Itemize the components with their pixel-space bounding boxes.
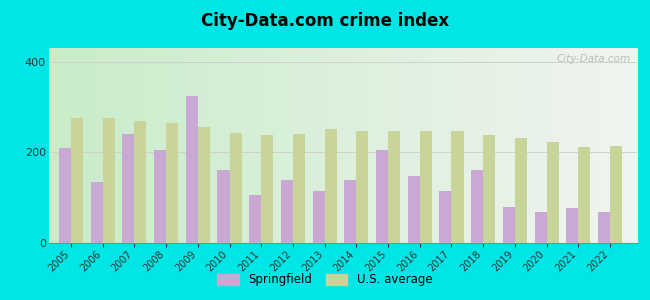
Bar [313, 191, 324, 243]
Text: City-Data.com: City-Data.com [557, 54, 631, 64]
Bar [503, 207, 515, 243]
Bar [154, 150, 166, 243]
Bar [122, 134, 135, 243]
Bar [166, 123, 178, 243]
Bar [229, 133, 242, 243]
Bar [261, 135, 273, 243]
Bar [376, 150, 388, 243]
Bar [598, 212, 610, 243]
Bar [249, 195, 261, 243]
Bar [218, 169, 229, 243]
Bar [547, 142, 558, 243]
Bar [186, 96, 198, 243]
Bar [578, 147, 590, 243]
Bar [71, 118, 83, 243]
Bar [534, 212, 547, 243]
Bar [293, 134, 305, 243]
Bar [281, 179, 293, 243]
Bar [344, 179, 356, 243]
Bar [566, 208, 578, 243]
Bar [483, 135, 495, 243]
Bar [408, 176, 420, 243]
Bar [439, 191, 452, 243]
Bar [452, 130, 463, 243]
Bar [610, 146, 622, 243]
Text: City-Data.com crime index: City-Data.com crime index [201, 12, 449, 30]
Bar [388, 130, 400, 243]
Bar [90, 182, 103, 243]
Legend: Springfield, U.S. average: Springfield, U.S. average [213, 269, 437, 291]
Bar [420, 130, 432, 243]
Bar [103, 118, 114, 243]
Bar [356, 130, 369, 243]
Bar [515, 138, 527, 243]
Bar [198, 128, 210, 243]
Bar [471, 169, 483, 243]
Bar [59, 148, 71, 243]
Bar [135, 121, 146, 243]
Bar [324, 129, 337, 243]
